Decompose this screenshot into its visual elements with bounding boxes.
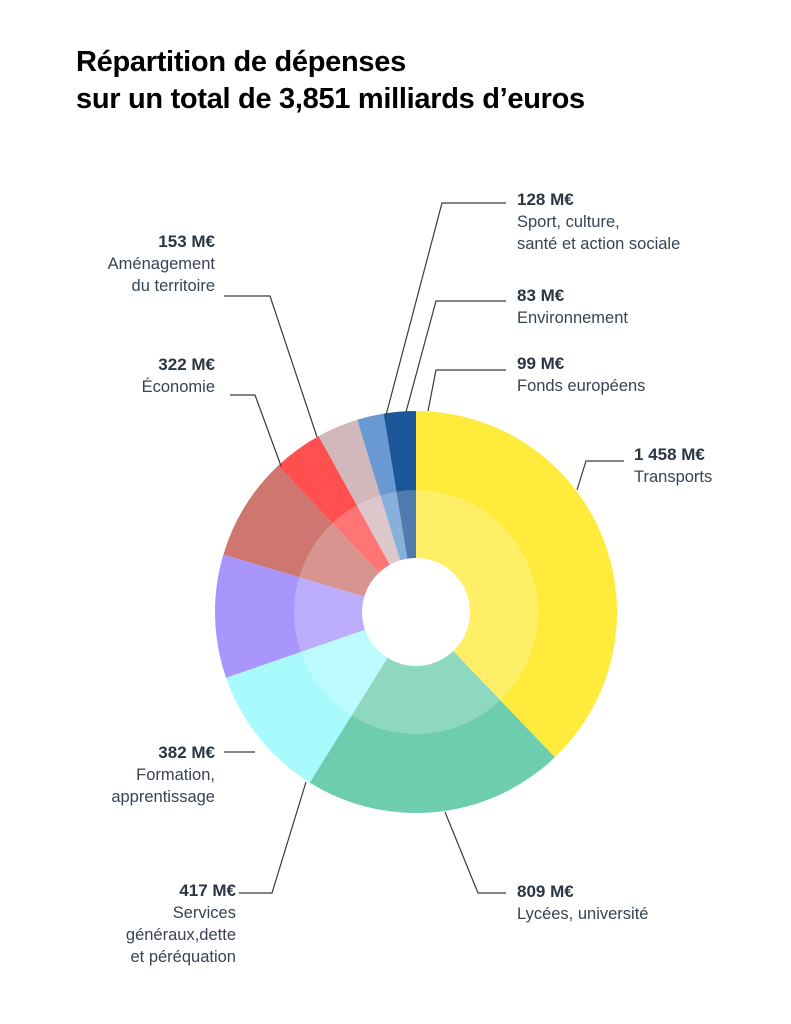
label-services-line1: Services <box>172 904 236 922</box>
leader-line-environnement <box>405 300 506 413</box>
slice-services <box>226 612 416 783</box>
label-services-line3: et péréquation <box>130 948 236 966</box>
label-fonds-line1: Fonds européens <box>517 377 646 395</box>
label-formation-line2: apprentissage <box>111 788 215 806</box>
chart-title-line2: sur un total de 3,851 milliards d’euros <box>76 83 585 115</box>
label-formation-line1: Formation, <box>136 766 215 784</box>
slice-inner-transports <box>416 489 539 701</box>
label-transports-line1: Transports <box>634 468 713 486</box>
label-sport-line2: santé et action sociale <box>517 235 681 253</box>
slice-inner-formation <box>293 577 416 652</box>
leader-line-economie <box>230 394 282 467</box>
chart-title: Répartition de dépenses sur un total de … <box>76 44 585 118</box>
label-transports: 1 458 M€ Transports <box>634 444 712 488</box>
label-services-line2: généraux,dette <box>125 926 236 944</box>
label-economie-line1: Économie <box>141 378 215 396</box>
leader-line-fonds <box>427 369 506 412</box>
donut-slices <box>214 411 617 814</box>
label-sport-line1: Sport, culture, <box>517 213 620 231</box>
chart-title-line1: Répartition de dépenses <box>76 46 406 78</box>
label-sport-value: 128 M€ <box>517 190 574 209</box>
label-sport: 128 M€ Sport, culture, santé et action s… <box>517 189 680 255</box>
slice-lycees <box>309 612 555 814</box>
slice-amenagement <box>278 436 416 612</box>
label-economie: 322 M€ Économie <box>142 354 215 398</box>
label-amenagement-line2: du territoire <box>131 277 215 295</box>
label-lycees-line1: Lycées, université <box>517 905 649 923</box>
label-transports-value: 1 458 M€ <box>634 445 705 464</box>
leader-line-amenagement <box>224 295 318 438</box>
leader-line-transports <box>576 460 624 491</box>
leader-line-lycees <box>444 811 506 894</box>
label-amenagement-value: 153 M€ <box>158 232 215 251</box>
slice-inner-lycees <box>351 612 501 735</box>
label-lycees-value: 809 M€ <box>517 882 574 901</box>
label-fonds: 99 M€ Fonds européens <box>517 353 645 397</box>
label-amenagement-line1: Aménagement <box>107 255 215 273</box>
label-services-value: 417 M€ <box>179 881 236 900</box>
label-environnement-line1: Environnement <box>517 309 628 327</box>
leader-lines <box>224 202 624 894</box>
leader-line-services <box>239 781 307 894</box>
label-lycees: 809 M€ Lycées, université <box>517 881 648 925</box>
donut-hole <box>362 558 470 666</box>
label-fonds-value: 99 M€ <box>517 354 565 373</box>
label-formation-value: 382 M€ <box>158 743 215 762</box>
label-environnement-value: 83 M€ <box>517 286 565 305</box>
label-amenagement: 153 M€ Aménagement du territoire <box>108 231 215 297</box>
leader-line-sport <box>384 202 506 420</box>
slice-formation <box>214 554 416 678</box>
label-environnement: 83 M€ Environnement <box>517 285 628 329</box>
slice-economie <box>223 465 416 612</box>
slice-transports <box>416 411 617 758</box>
label-services: 417 M€ Services généraux,dette et péréqu… <box>126 880 236 968</box>
label-formation: 382 M€ Formation, apprentissage <box>111 742 215 808</box>
label-economie-value: 322 M€ <box>158 355 215 374</box>
